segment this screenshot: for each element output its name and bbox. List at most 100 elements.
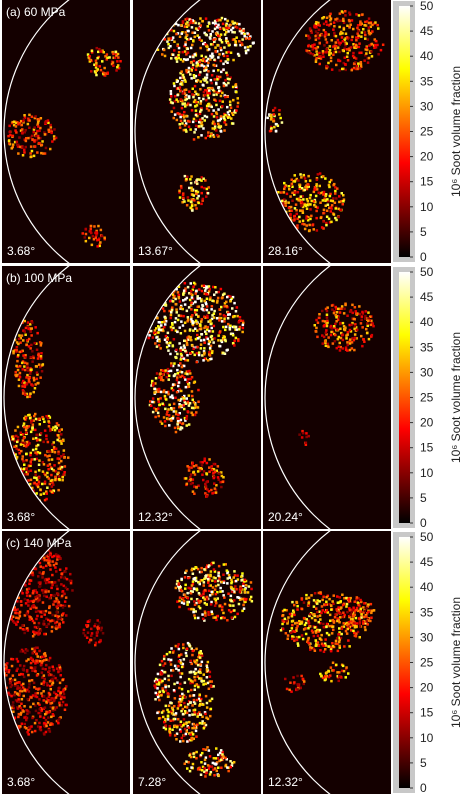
soot-pixel	[13, 121, 16, 124]
soot-pixel	[179, 740, 182, 743]
soot-pixel	[153, 684, 156, 687]
soot-pixel	[337, 208, 340, 211]
soot-pixel	[38, 469, 41, 472]
soot-pixel	[157, 696, 160, 699]
soot-pixel	[177, 426, 180, 429]
soot-pixel	[342, 347, 345, 350]
soot-pixel	[226, 55, 229, 58]
soot-pixel	[34, 692, 37, 695]
soot-pixel	[101, 235, 104, 238]
soot-pixel	[218, 86, 221, 89]
soot-pixel	[53, 697, 56, 700]
soot-pixel	[44, 122, 47, 125]
soot-pixel	[167, 696, 170, 699]
soot-pixel	[37, 725, 40, 728]
soot-pixel	[217, 119, 220, 122]
soot-pixel	[210, 489, 213, 492]
soot-pixel	[29, 373, 32, 376]
soot-pixel	[173, 689, 176, 692]
soot-pixel	[167, 372, 170, 375]
soot-pixel	[197, 136, 200, 139]
soot-pixel	[283, 182, 286, 185]
soot-pixel	[207, 359, 210, 362]
soot-pixel	[177, 417, 180, 420]
soot-pixel	[171, 306, 174, 309]
soot-pixel	[213, 94, 216, 97]
soot-pixel	[97, 225, 100, 228]
soot-pixel	[325, 38, 328, 41]
soot-pixel	[203, 584, 206, 587]
soot-pixel	[308, 37, 311, 40]
soot-pixel	[47, 420, 50, 423]
soot-pixel	[217, 126, 220, 129]
soot-pixel	[61, 440, 64, 443]
soot-pixel	[242, 30, 245, 33]
tick-label: 20	[420, 150, 434, 164]
soot-pixel	[45, 719, 48, 722]
soot-pixel	[219, 587, 222, 590]
soot-pixel	[47, 619, 50, 622]
soot-pixel	[326, 320, 329, 323]
soot-pixel	[167, 692, 170, 695]
soot-pixel	[16, 670, 19, 673]
soot-pixel	[361, 345, 364, 348]
soot-pixel	[202, 748, 205, 751]
soot-pixel	[221, 475, 224, 478]
soot-pixel	[157, 412, 160, 415]
soot-pixel	[250, 581, 253, 584]
soot-pixel	[55, 696, 58, 699]
soot-pixel	[21, 128, 24, 131]
soot-pixel	[173, 403, 176, 406]
soot-pixel	[235, 109, 238, 112]
soot-pixel	[203, 316, 206, 319]
soot-pixel	[216, 301, 219, 304]
soot-pixel	[245, 584, 248, 587]
soot-pixel	[229, 104, 232, 107]
soot-pixel	[14, 683, 17, 686]
soot-pixel	[39, 585, 42, 588]
soot-pixel	[219, 100, 222, 103]
soot-pixel	[217, 297, 220, 300]
soot-pixel	[49, 148, 52, 151]
soot-pixel	[20, 707, 23, 710]
soot-pixel	[230, 107, 233, 110]
soot-pixel	[231, 616, 234, 619]
soot-pixel	[158, 388, 161, 391]
soot-pixel	[348, 12, 351, 15]
soot-pixel	[152, 411, 155, 414]
soot-pixel	[333, 594, 336, 597]
soot-pixel	[361, 315, 364, 318]
soot-pixel	[66, 578, 69, 581]
soot-pixel	[162, 373, 165, 376]
soot-pixel	[315, 330, 318, 333]
soot-pixel	[202, 359, 205, 362]
soot-pixel	[335, 51, 338, 54]
soot-pixel	[218, 605, 221, 608]
soot-pixel	[150, 405, 153, 408]
soot-pixel	[333, 213, 336, 216]
soot-pixel	[317, 33, 320, 36]
soot-pixel	[206, 488, 209, 491]
soot-pixel	[349, 310, 352, 313]
soot-pixel	[31, 321, 34, 324]
soot-pixel	[194, 668, 197, 671]
soot-pixel	[199, 703, 202, 706]
soot-pixel	[52, 666, 55, 669]
soot-pixel	[180, 315, 183, 318]
soot-pixel	[360, 35, 363, 38]
soot-pixel	[161, 422, 164, 425]
soot-pixel	[209, 37, 212, 40]
soot-pixel	[197, 195, 200, 198]
soot-pixel	[33, 155, 36, 158]
soot-pixel	[18, 452, 21, 455]
soot-pixel	[186, 465, 189, 468]
soot-pixel	[330, 331, 333, 334]
soot-pixel	[332, 619, 335, 622]
soot-pixel	[198, 351, 201, 354]
soot-pixel	[0, 692, 1, 695]
soot-pixel	[176, 331, 179, 334]
soot-pixel	[210, 33, 213, 36]
soot-pixel	[318, 192, 321, 195]
soot-pixel	[200, 600, 203, 603]
soot-pixel	[214, 598, 217, 601]
